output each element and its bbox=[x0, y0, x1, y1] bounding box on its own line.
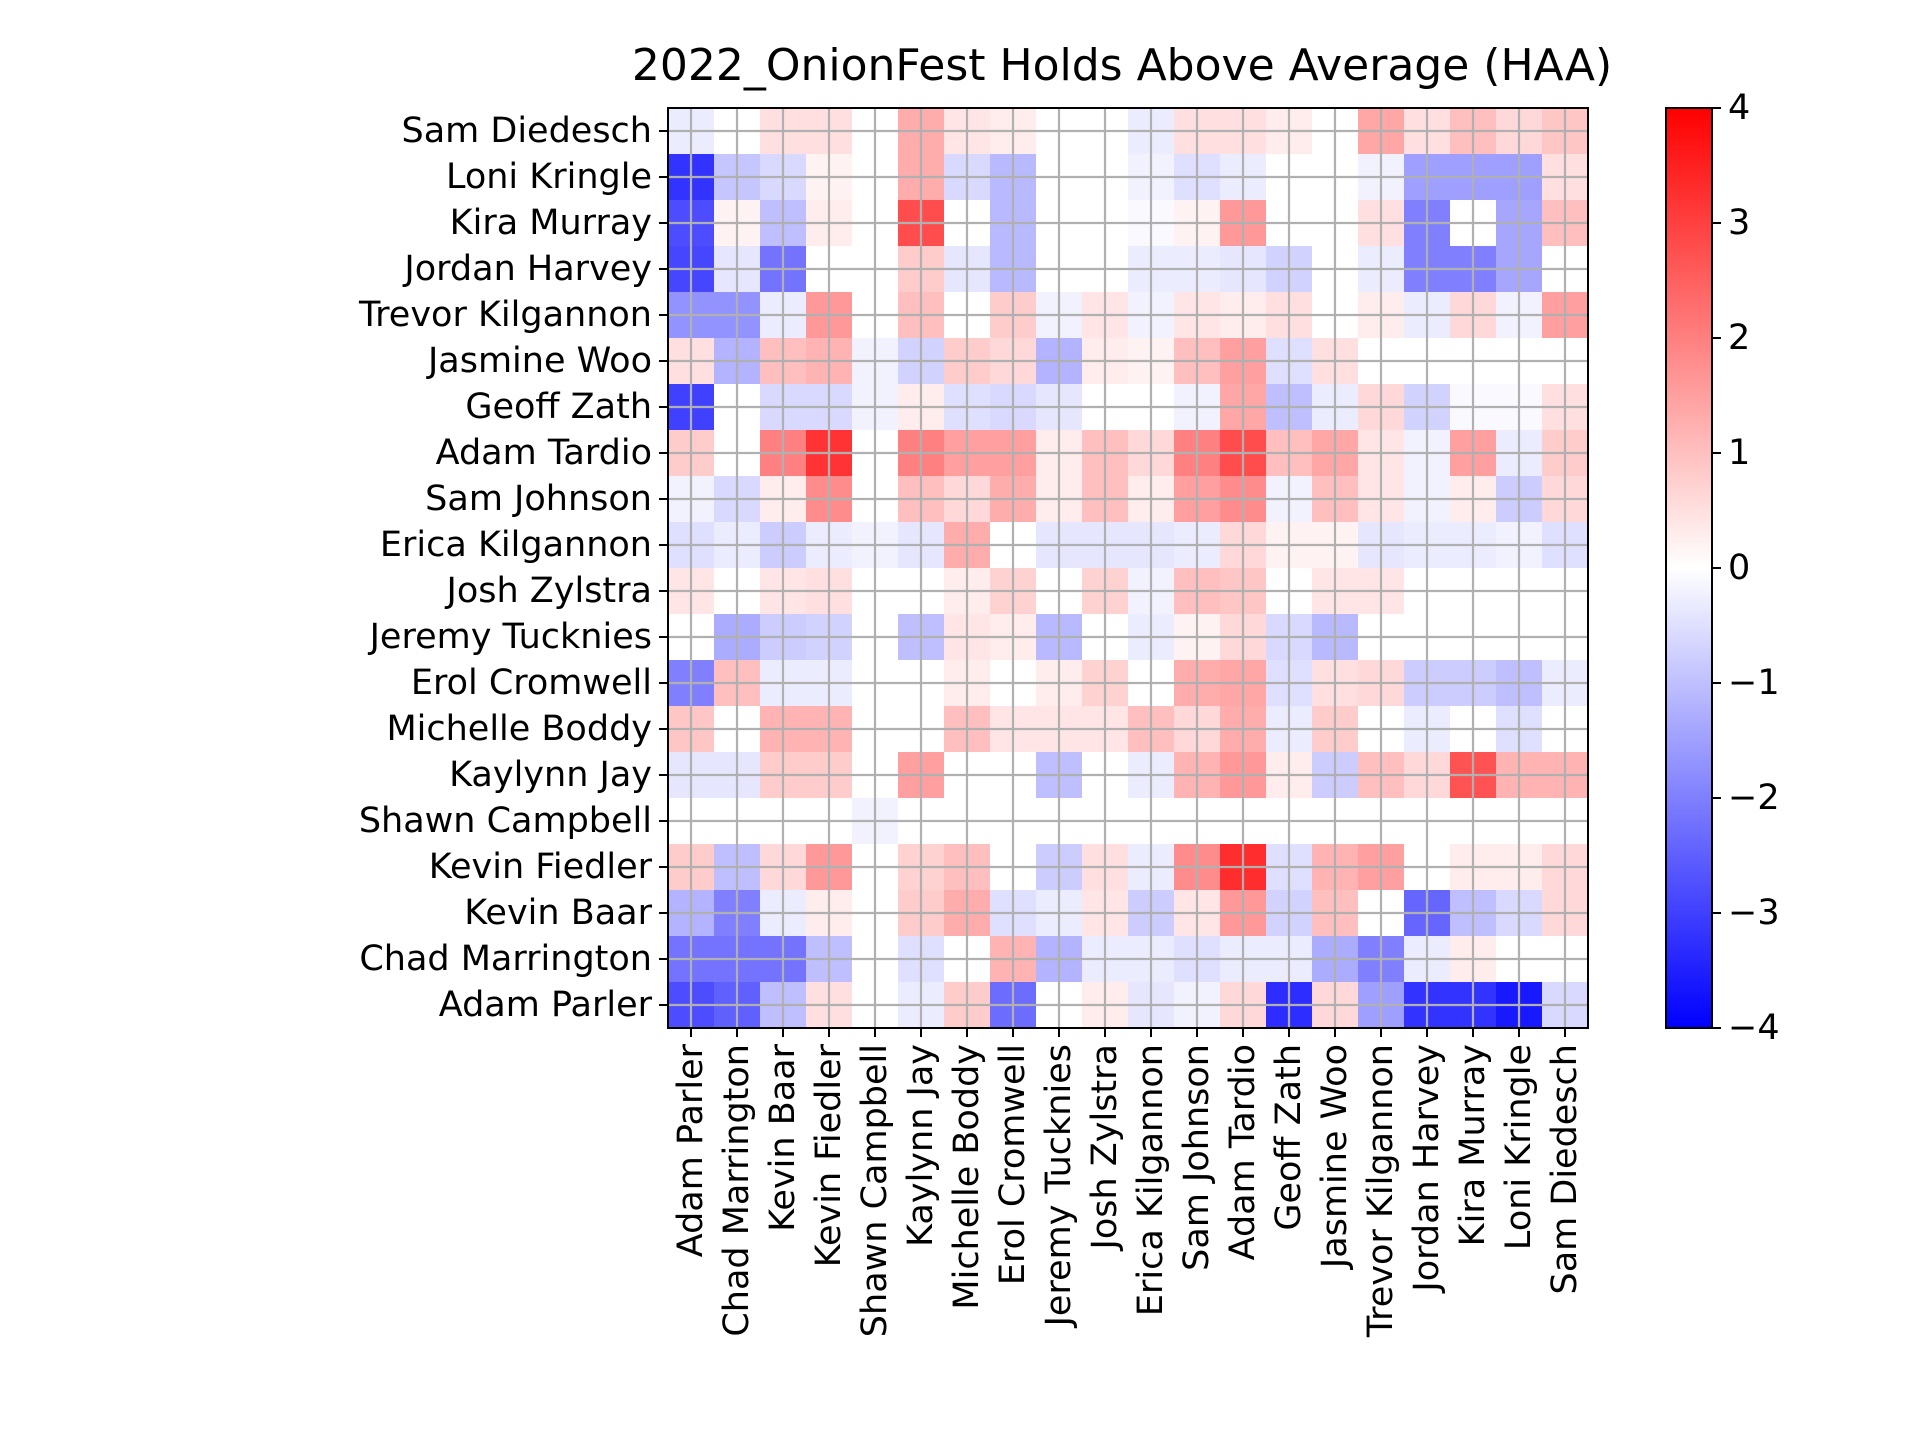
y-tick-label: Jasmine Woo bbox=[426, 341, 652, 381]
colorbar-tick-label: −1 bbox=[1728, 663, 1780, 703]
plot-frame bbox=[667, 107, 1589, 1029]
x-tick-label: Adam Parler bbox=[671, 1043, 711, 1257]
y-axis: Sam Diedesch Loni Kringle Kira Murray Jorda… bbox=[358, 111, 668, 1025]
x-tick-label: Kira Murray bbox=[1453, 1044, 1493, 1246]
x-tick-label: Erica Kilgannon bbox=[1131, 1044, 1171, 1316]
x-tick-label: Erol Cromwell bbox=[993, 1044, 1033, 1285]
x-tick-label: Kaylynn Jay bbox=[901, 1044, 941, 1247]
y-tick-label: Geoff Zath bbox=[465, 387, 652, 427]
y-tick-label: Michelle Boddy bbox=[386, 709, 652, 749]
x-tick-label: Geoff Zath bbox=[1269, 1044, 1309, 1231]
colorbar-tick-label: −2 bbox=[1728, 778, 1780, 818]
x-tick-label: Adam Tardio bbox=[1223, 1044, 1263, 1260]
y-tick-label: Loni Kringle bbox=[446, 157, 652, 197]
x-tick-label: Kevin Baar bbox=[763, 1043, 803, 1231]
y-tick-label: Shawn Campbell bbox=[359, 801, 652, 841]
x-tick-label: Loni Kringle bbox=[1499, 1044, 1539, 1250]
heatmap-grid bbox=[668, 108, 1588, 1028]
y-tick-label: Kevin Fiedler bbox=[429, 847, 653, 887]
y-tick-label: Kaylynn Jay bbox=[449, 755, 652, 795]
colorbar-tick-label: 1 bbox=[1728, 433, 1750, 473]
y-tick-label: Erica Kilgannon bbox=[380, 525, 652, 565]
y-tick-label: Adam Tardio bbox=[436, 433, 652, 473]
y-tick-label: Kevin Baar bbox=[464, 893, 652, 933]
x-tick-label: Kevin Fiedler bbox=[809, 1043, 849, 1267]
y-tick-label: Sam Johnson bbox=[425, 479, 652, 519]
colorbar-tick-label: 2 bbox=[1728, 318, 1750, 358]
x-tick-label: Jordan Harvey bbox=[1407, 1044, 1447, 1294]
y-tick-label: Erol Cromwell bbox=[411, 663, 652, 703]
chart-title: 2022_OnionFest Holds Above Average (HAA) bbox=[632, 40, 1612, 91]
x-tick-label: Chad Marrington bbox=[717, 1044, 757, 1337]
y-tick-label: Jeremy Tucknies bbox=[368, 617, 652, 657]
x-tick-label: Sam Johnson bbox=[1177, 1044, 1217, 1271]
colorbar-tick-label: −4 bbox=[1728, 1008, 1780, 1048]
x-tick-label: Trevor Kilgannon bbox=[1361, 1044, 1401, 1338]
heatmap-cells bbox=[668, 108, 1589, 1029]
x-tick-label: Michelle Boddy bbox=[947, 1044, 987, 1310]
colorbar-tick-label: 0 bbox=[1728, 548, 1750, 588]
colorbar-gradient bbox=[1665, 107, 1713, 1029]
y-tick-label: Trevor Kilgannon bbox=[358, 295, 652, 335]
x-tick-label: Jeremy Tucknies bbox=[1039, 1044, 1079, 1328]
x-axis: Adam Parler Chad Marrington Kevin Baar Kevi… bbox=[671, 1028, 1585, 1338]
x-tick-label: Shawn Campbell bbox=[855, 1044, 895, 1337]
y-tick-label: Chad Marrington bbox=[359, 939, 652, 979]
colorbar-tick-label: −3 bbox=[1728, 893, 1780, 933]
y-tick-label: Jordan Harvey bbox=[402, 249, 652, 289]
y-tick-label: Sam Diedesch bbox=[401, 111, 652, 151]
x-tick-label: Sam Diedesch bbox=[1545, 1044, 1585, 1295]
colorbar: −4 −3 −2 −1 0 1 2 3 4 bbox=[1665, 88, 1780, 1048]
colorbar-tick-label: 3 bbox=[1728, 203, 1750, 243]
x-tick-label: Josh Zylstra bbox=[1085, 1044, 1125, 1252]
y-tick-label: Kira Murray bbox=[450, 203, 652, 243]
colorbar-tick-label: 4 bbox=[1728, 88, 1750, 128]
y-tick-label: Josh Zylstra bbox=[445, 571, 653, 611]
x-tick-label: Jasmine Woo bbox=[1315, 1044, 1355, 1270]
y-tick-label: Adam Parler bbox=[439, 985, 653, 1025]
